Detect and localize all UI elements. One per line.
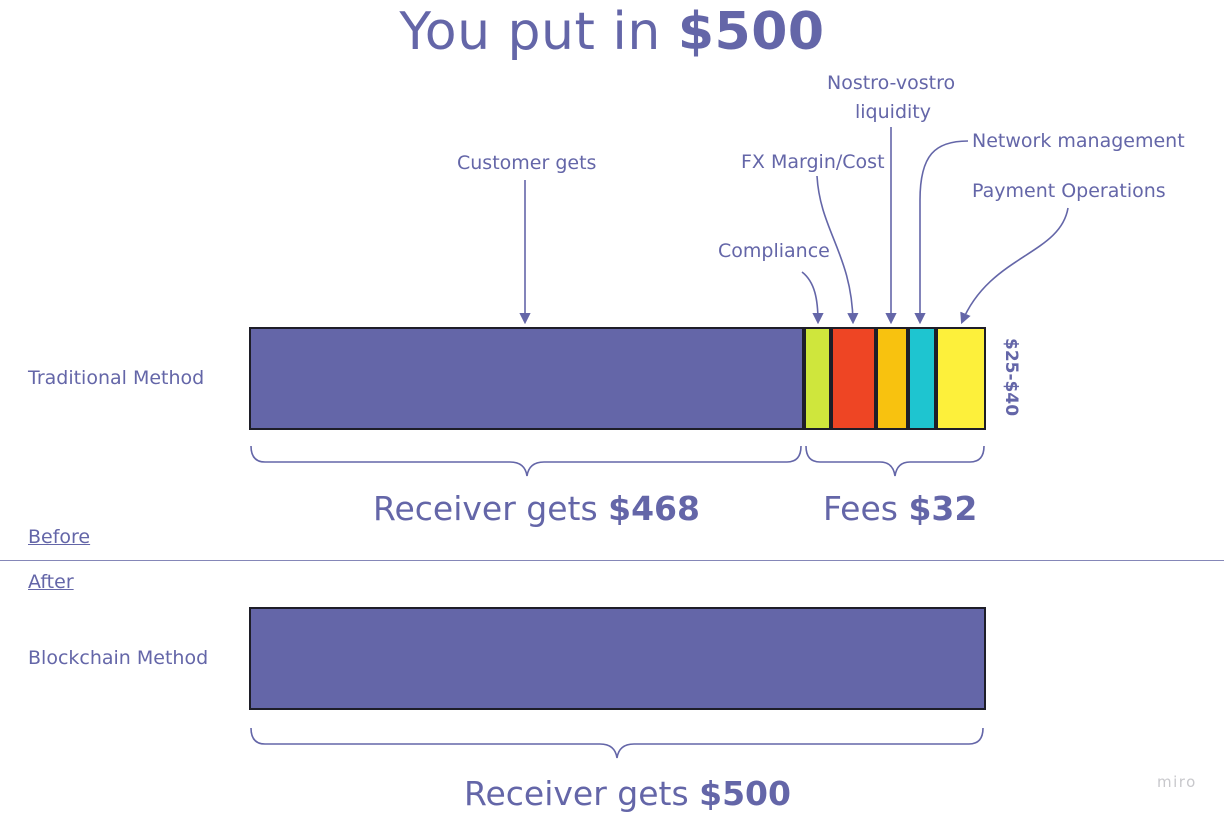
before-section-label: Before [28,526,91,548]
network-management-label: Network management [972,130,1185,152]
receiver-gets-traditional-amount: $468 [608,489,700,528]
miro-watermark: miro [1157,773,1197,791]
network-management-arrow [914,140,969,325]
receiver-gets-blockchain-amount: $500 [699,774,791,813]
compliance-label: Compliance [718,240,830,262]
customer-gets-bar [249,327,804,430]
fees-prefix: Fees [823,489,909,528]
fees-amount: $32 [908,489,978,528]
nostro-vostro-segment [876,327,908,430]
receiver-gets-traditional-prefix: Receiver gets [373,489,609,528]
page-title: You put in $500 [0,2,1224,62]
nostro-vostro-label-line1: Nostro-vostro [827,72,956,94]
title-prefix: You put in [399,2,678,62]
title-amount: $500 [677,2,825,62]
fx-margin-segment [831,327,876,430]
payment-operations-arrow [960,207,1069,325]
compliance-arrow [801,271,824,325]
receiver-brace [250,445,802,477]
before-after-divider [0,560,1224,561]
compliance-segment [804,327,831,430]
receiver-gets-blockchain-prefix: Receiver gets [464,774,700,813]
blockchain-method-label: Blockchain Method [28,647,209,669]
receiver-gets-traditional: Receiver gets $468 [373,489,700,528]
network-management-segment [908,327,936,430]
blockchain-brace [250,727,984,759]
fees-brace [805,445,985,477]
customer-gets-label: Customer gets [457,152,597,174]
fx-margin-label: FX Margin/Cost [741,151,885,173]
blockchain-bar [249,607,986,710]
nostro-vostro-label-line2: liquidity [855,101,931,123]
receiver-gets-blockchain: Receiver gets $500 [464,774,791,813]
payment-operations-segment [936,327,986,430]
traditional-method-label: Traditional Method [28,367,205,389]
fees-total: Fees $32 [823,489,977,528]
fx-margin-arrow [816,175,859,325]
payment-operations-label: Payment Operations [972,180,1166,202]
after-section-label: After [28,571,74,593]
